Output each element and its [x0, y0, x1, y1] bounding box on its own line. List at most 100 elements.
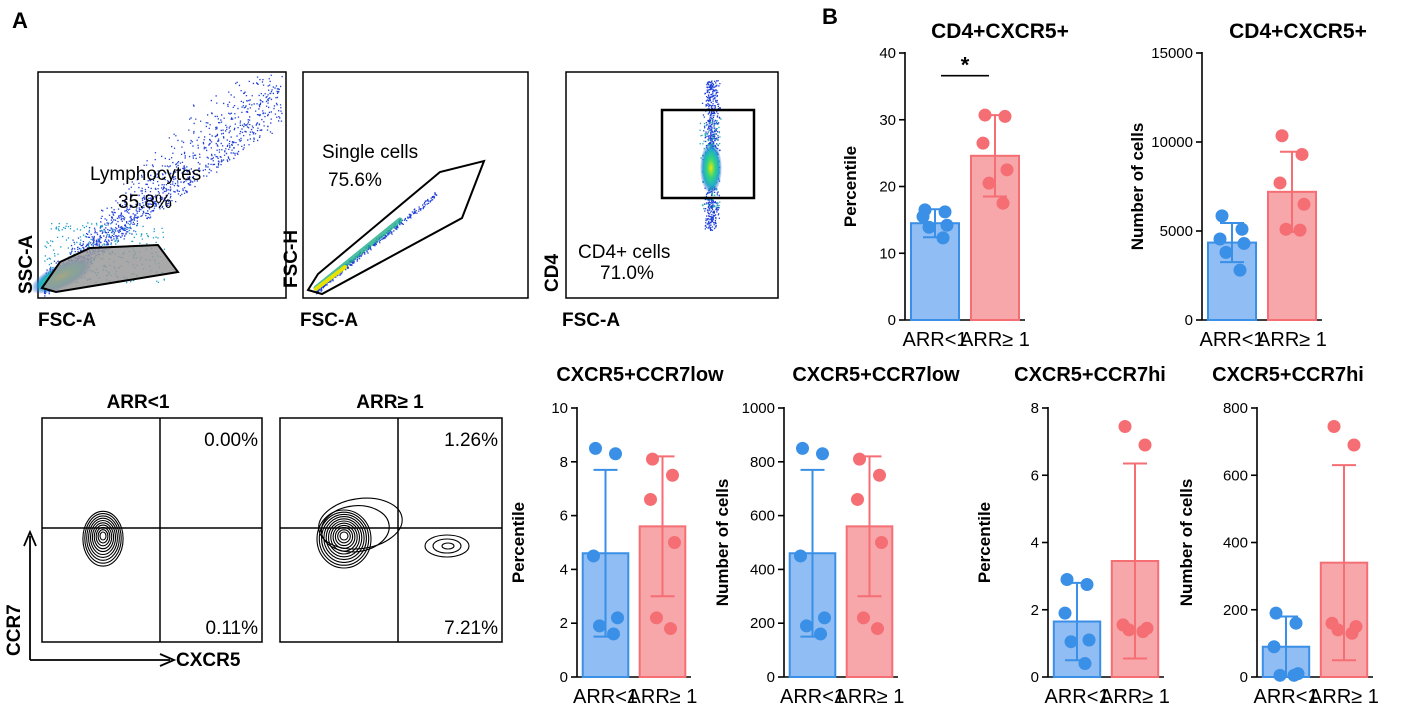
cd4-gate: [660, 108, 756, 200]
contour-ring: [441, 542, 455, 550]
contour-ring: [327, 520, 361, 555]
y-tick-label: 10000: [1151, 134, 1193, 151]
data-point: [794, 549, 807, 563]
data-point: [1138, 438, 1152, 452]
lower-right-percent: 7.21%: [444, 618, 498, 639]
data-point: [814, 627, 827, 641]
data-point: [1080, 578, 1094, 592]
x-category-label: ARR≥ 1: [628, 686, 698, 708]
gate-label: CD4+ cells: [578, 242, 670, 263]
data-point: [1269, 606, 1283, 620]
y-tick-label: 8: [1031, 400, 1039, 417]
data-point: [998, 109, 1012, 123]
contour-frame: [41, 417, 263, 643]
y-axis-label: Number of cells: [1128, 123, 1147, 251]
gate-label: Single cells: [322, 142, 418, 163]
data-point: [875, 536, 888, 549]
bar-chart-4: CXCR5+CCR7low 0 200 400 600 800 1000 Number of …: [713, 364, 960, 708]
chart-title: CXCR5+CCR7low: [556, 364, 724, 386]
contour-ring: [321, 513, 367, 563]
x-axis-label: FSC-A: [300, 310, 358, 331]
y-tick-label: 0: [1031, 669, 1039, 686]
contour-ring: [88, 517, 118, 558]
x-category-label: ARR≥ 1: [1100, 686, 1170, 708]
upper-right-percent: 0.00%: [204, 430, 258, 451]
contour-axes: CCR7 CXCR5: [4, 529, 241, 671]
chart-title: CXCR5+CCR7hi: [1014, 364, 1166, 386]
bar-chart-3: CXCR5+CCR7low 0 2 4 6 8 10 Percentile ARR<1ARR≥ …: [509, 364, 724, 708]
data-point: [1058, 606, 1072, 620]
data-point: [1279, 222, 1293, 236]
y-axis-label: FSC-H: [281, 230, 302, 288]
data-point: [644, 492, 657, 506]
contour-ring: [316, 509, 372, 569]
data-point: [611, 611, 624, 625]
data-point: [1295, 147, 1309, 161]
gating-plot-single-cells: Single cells 75.6% FSC-A FSC-H: [281, 71, 529, 331]
x-category-label: ARR≥ 1: [960, 329, 1030, 351]
data-point: [976, 136, 990, 150]
y-tick-label: 0: [560, 669, 568, 686]
bar-chart-2: CD4+CXCR5+ 0 5000 10000 15000 Number of cells…: [1128, 20, 1367, 351]
y-tick-label: 400: [1223, 535, 1248, 552]
y-tick-label: 6: [560, 508, 568, 525]
y-tick-label: 8: [560, 454, 568, 471]
data-point: [1327, 419, 1341, 433]
contour-lines: [82, 510, 124, 567]
data-point: [1136, 625, 1150, 639]
data-point: [1287, 668, 1301, 682]
density-streak-core: [314, 265, 347, 291]
chart-title: CD4+CXCR5+: [931, 20, 1069, 43]
gate-percent: 71.0%: [600, 263, 654, 284]
data-point: [1237, 236, 1251, 250]
x-category-label: ARR<1: [1199, 329, 1264, 351]
y-tick-label: 800: [750, 454, 775, 471]
gate-percent: 75.6%: [328, 170, 382, 191]
contour-lines: [316, 497, 470, 569]
contour-ring: [97, 529, 109, 544]
y-axis-label: Percentile: [509, 502, 528, 583]
chart-title: CXCR5+CCR7low: [792, 364, 960, 386]
contour-frame: [279, 417, 503, 643]
data-point: [1293, 223, 1307, 237]
lymphocyte-gate: [40, 243, 180, 294]
data-point: [978, 108, 992, 122]
y-axis-label: CD4: [542, 254, 563, 292]
chart-title: CXCR5+CCR7hi: [1212, 364, 1364, 386]
data-point: [1273, 668, 1287, 682]
data-point: [938, 205, 952, 219]
data-point: [609, 447, 622, 461]
scatter-dots: [44, 74, 283, 297]
significance-star: *: [961, 53, 970, 78]
gating-plot-frame: [37, 71, 287, 299]
scatter-dots: [699, 118, 722, 210]
data-point: [873, 468, 886, 482]
y-tick-label: 4: [1031, 535, 1039, 552]
x-category-label: ARR<1: [573, 686, 638, 708]
data-point: [668, 536, 681, 549]
y-tick-label: 6: [1031, 467, 1039, 484]
y-tick-label: 800: [1223, 400, 1248, 417]
panel-label-a: A: [12, 8, 28, 33]
contour-ring: [99, 531, 107, 541]
arrowhead-up: [23, 529, 37, 547]
data-point: [593, 619, 606, 633]
y-tick-label: 5000: [1160, 223, 1193, 240]
contour-title: ARR<1: [107, 392, 170, 413]
contour-ring: [424, 534, 470, 558]
arrowhead-right: [159, 653, 177, 667]
data-point: [816, 447, 829, 461]
x-category-label: ARR≥ 1: [1309, 686, 1379, 708]
y-tick-label: 200: [1223, 602, 1248, 619]
contour-ring: [432, 538, 462, 554]
data-point: [853, 452, 866, 466]
y-tick-label: 0: [1185, 312, 1193, 329]
contour-ring: [86, 515, 120, 561]
data-point: [1297, 197, 1311, 211]
bar-arr-low: [910, 222, 960, 321]
x-axis-label: FSC-A: [38, 310, 96, 331]
y-tick-label: 10: [551, 400, 568, 417]
